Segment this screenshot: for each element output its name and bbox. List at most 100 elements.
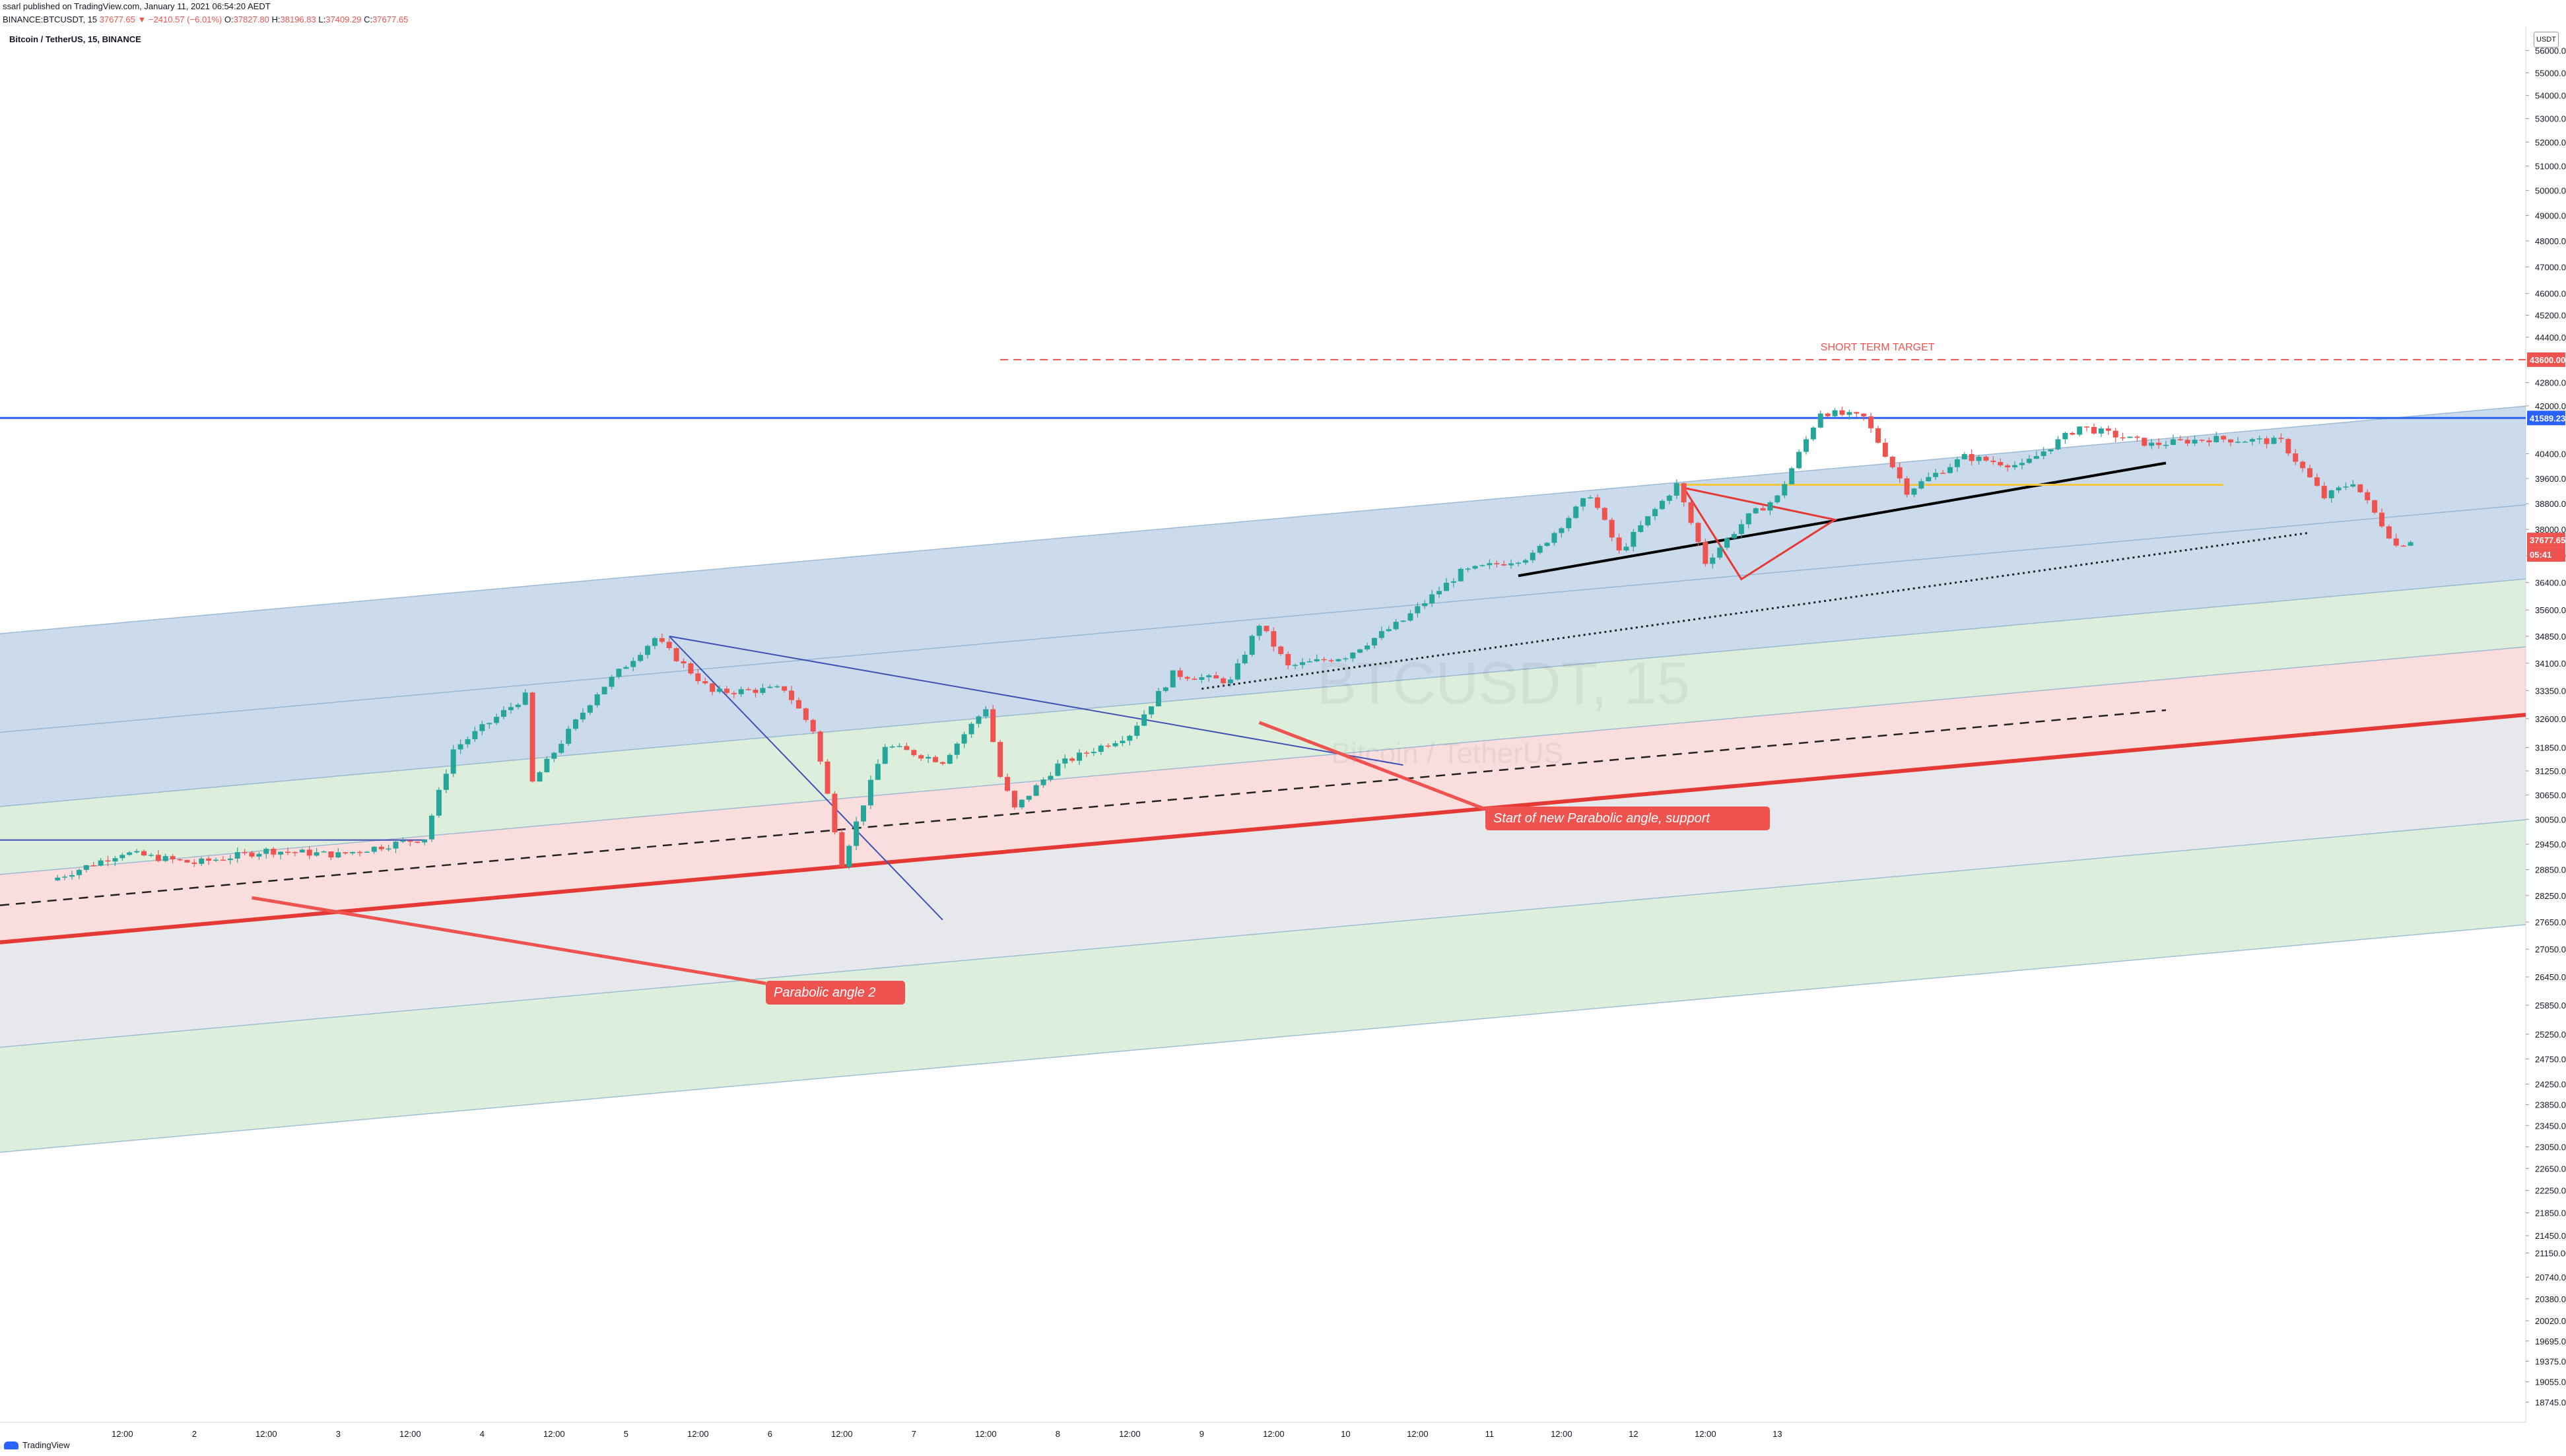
channel-band xyxy=(0,504,2526,807)
candle-body xyxy=(1854,412,1860,414)
candle-body xyxy=(508,707,514,710)
candle-body xyxy=(1782,484,1788,496)
candle-body xyxy=(472,731,478,739)
candle-body xyxy=(2228,439,2234,443)
x-tick-label: 12:00 xyxy=(1551,1429,1572,1439)
candle-body xyxy=(1789,468,1795,484)
y-tick-label: 22650.00 xyxy=(2535,1164,2566,1174)
price-label-target-bg xyxy=(2527,352,2565,367)
candle-body xyxy=(2357,484,2363,492)
candle-body xyxy=(2184,440,2190,444)
candle-body xyxy=(1472,566,1478,569)
candle-body xyxy=(954,743,960,755)
y-tick-label: 21450.00 xyxy=(2535,1231,2566,1241)
candle-body xyxy=(487,723,492,725)
candle-body xyxy=(220,859,226,861)
candle-body xyxy=(1357,649,1363,653)
candle-body xyxy=(889,746,895,748)
candle-body xyxy=(1141,714,1147,726)
candle-body xyxy=(1040,779,1046,785)
candle-body xyxy=(1573,506,1579,518)
footer-brand[interactable]: TradingView xyxy=(4,1440,70,1450)
x-tick-label: 9 xyxy=(1199,1429,1204,1439)
y-tick-label: 23850.00 xyxy=(2535,1100,2566,1110)
candle-body xyxy=(753,690,759,693)
candle-body xyxy=(1976,457,1982,461)
candle-body xyxy=(2026,459,2032,463)
candle-body xyxy=(1645,516,1651,525)
candle-body xyxy=(1192,678,1198,680)
candle-body xyxy=(939,762,945,764)
rising-trend-line xyxy=(1518,461,2167,578)
symbol-title[interactable]: Bitcoin / TetherUS, 15, BINANCE xyxy=(9,34,141,44)
candle-body xyxy=(1343,658,1349,660)
candle-body xyxy=(1810,427,1816,440)
candle-body xyxy=(1673,483,1679,496)
candle-body xyxy=(1062,758,1068,764)
candle-body xyxy=(62,877,68,878)
candle-body xyxy=(98,860,104,866)
candle-body xyxy=(321,851,327,853)
candle-body xyxy=(1048,776,1054,780)
candle-body xyxy=(2300,461,2306,469)
candle-body xyxy=(350,851,356,853)
ohlc-line: BINANCE:BTCUSDT, 15 37677.65 ▼ −2410.57 … xyxy=(3,15,409,24)
candle-body xyxy=(1386,629,1392,632)
candle-body xyxy=(1299,662,1305,665)
x-tick-label: 6 xyxy=(768,1429,772,1439)
candle-body xyxy=(1745,513,1751,525)
parabolic-angle-callout-pointer xyxy=(252,896,766,985)
candle-body xyxy=(249,852,255,857)
y-tick-label: 31250.00 xyxy=(2535,766,2566,776)
candle-body xyxy=(710,683,716,692)
candle-body xyxy=(2041,451,2046,456)
candle-body xyxy=(83,865,89,870)
candle-body xyxy=(2285,439,2291,453)
y-tick-label: 35600.00 xyxy=(2535,605,2566,615)
candle-body xyxy=(1378,631,1384,638)
y-tick-label: 25250.00 xyxy=(2535,1030,2566,1040)
channel-line xyxy=(0,578,2526,807)
candle-body xyxy=(2206,440,2212,443)
x-tick-label: 12:00 xyxy=(112,1429,133,1439)
candle-body xyxy=(2070,432,2076,435)
x-tick-label: 7 xyxy=(912,1429,916,1439)
candle-body xyxy=(227,858,233,861)
y-tick-label: 47000.00 xyxy=(2535,262,2566,272)
candle-body xyxy=(1393,622,1399,630)
candle-body xyxy=(1738,524,1744,535)
candle-body xyxy=(1594,497,1600,508)
candle-body xyxy=(170,856,176,859)
support-callout-box xyxy=(1485,807,1770,830)
candle-body xyxy=(551,752,557,759)
candle-body xyxy=(1832,410,1838,416)
candle-body xyxy=(702,681,708,684)
candle-body xyxy=(573,719,579,729)
candle-body xyxy=(1926,477,1932,482)
candle-body xyxy=(234,852,240,859)
blue-fan-line xyxy=(669,636,1403,766)
candle-body xyxy=(623,667,629,669)
candle-body xyxy=(2012,465,2018,468)
candle-body xyxy=(1623,546,1629,550)
candle-body xyxy=(1846,412,1852,415)
x-tick-label: 12:00 xyxy=(687,1429,709,1439)
candle-body xyxy=(2033,455,2039,459)
x-tick-label: 12:00 xyxy=(975,1429,997,1439)
currency-button[interactable]: USDT xyxy=(2534,32,2559,48)
candle-body xyxy=(206,858,212,861)
candle-body xyxy=(112,858,118,862)
x-tick-label: 12 xyxy=(1629,1429,1638,1439)
candle-body xyxy=(69,875,75,877)
candle-body xyxy=(450,749,456,774)
y-tick-label: 28250.00 xyxy=(2535,891,2566,901)
candle-body xyxy=(2084,426,2090,428)
candle-body xyxy=(1221,678,1227,684)
candle-body xyxy=(2127,436,2133,438)
candle-body xyxy=(673,648,679,661)
candle-body xyxy=(645,645,651,655)
candle-body xyxy=(335,852,341,858)
candle-body xyxy=(926,756,931,759)
candle-body xyxy=(1227,679,1233,684)
